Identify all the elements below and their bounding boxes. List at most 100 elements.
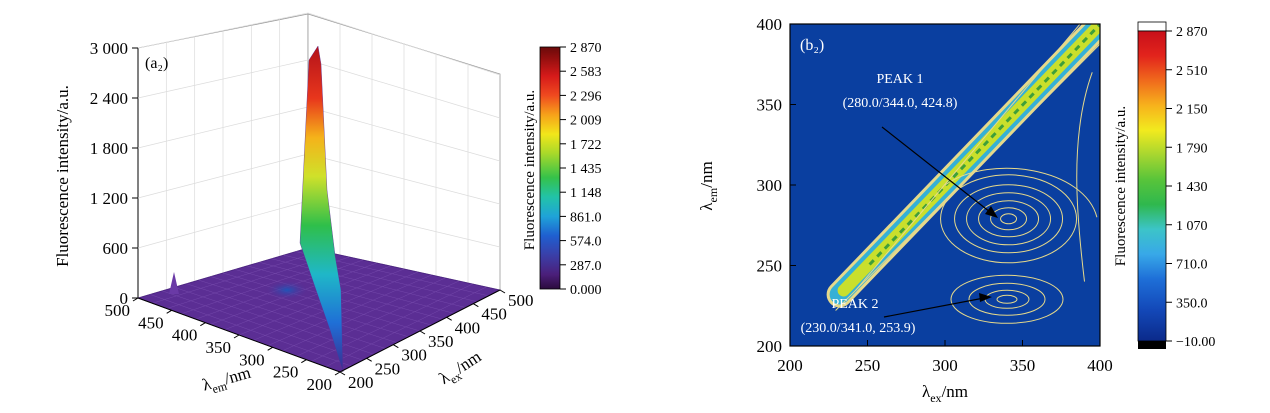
y-tick-label: 250 [757,257,783,276]
cbar-b-tick-label: −10.00 [1176,335,1215,350]
scatter-band [826,24,1100,308]
em-tick-label: 450 [138,313,164,332]
em-tick [334,371,341,376]
em-tick [166,309,172,314]
surface-minor-spike [169,272,179,294]
ex-tick-label: 450 [481,305,507,324]
contour-outer [944,167,1098,218]
ex-tick [339,371,346,376]
mesh-line [325,286,487,367]
panel-a-z-axis: 0 600 1 200 1 800 2 400 3 000 [90,39,138,308]
panel-a-em-axis: 500 450 400 350 300 250 200 [105,297,341,394]
contour-peak-2 [996,294,1018,304]
ex-tick [473,303,479,308]
cbar-a-tick-label: 861.0 [570,210,602,225]
contour-peak-1 [990,207,1028,231]
ex-tick-label: 250 [375,359,401,378]
ex-tick-label: 300 [401,346,427,365]
contour-peak-1 [978,200,1040,238]
cbar-a-tick-label: 574.0 [570,235,602,250]
ex-tick [446,316,452,321]
cbar-a-tick-label: 2 583 [570,65,602,80]
peak-1-coords: (280.0/344.0, 424.8) [843,96,958,111]
panel-b-axes: 200 250 300 350 400 200 250 300 350 400 [757,15,1113,375]
panel-a-ex-label: λex/nm [436,347,487,391]
panel-a-colorbar-label: Fluorescence intensity/a.u. [522,90,538,250]
panel-b-colorbar-ticks: 2 870 2 510 2 150 1 790 1 430 1 070 710.0 350.0… [1166,25,1215,350]
em-tick-label: 500 [105,301,131,320]
em-axis-line [137,297,341,373]
em-tick [301,359,307,364]
x-tick-label: 300 [932,356,958,375]
ex-tick [366,357,372,362]
contour-peak-2 [968,282,1046,316]
peak-1-arrowhead [985,206,998,218]
cbar-a-tick-label: 2 009 [570,114,602,129]
z-tick-label: 0 [120,289,129,308]
cbar-a-tick-label: 287.0 [570,259,602,274]
ex-tick-label: 500 [508,291,534,310]
panel-a-colorbar-ticks: 2 870 2 583 2 296 2 009 1 722 1 435 1 148 861.0… [560,41,602,298]
cbar-b-tick-label: 710.0 [1176,258,1208,273]
panel-b: 200 250 300 350 400 200 250 300 350 400 (b₂) PEAK… [697,15,1215,405]
panel-a-gridlines [137,12,501,299]
ex-tick [393,344,399,349]
cbar-a-tick-label: 1 148 [570,186,602,201]
ex-axis-line [339,289,501,373]
mesh-line [296,280,459,357]
panel-b-colorbar-label: Fluorescence intensity/a.u. [1113,106,1129,266]
y-tick-label: 300 [757,176,783,195]
mesh-line [247,265,443,320]
cbar-a-tick-label: 1 435 [570,162,602,177]
em-tick [233,334,240,339]
panel-a-label: (a₂) [145,55,168,72]
mesh-line [271,258,466,308]
em-tick-label: 400 [172,326,198,345]
x-tick-label: 400 [1087,356,1113,375]
cbar-b-tick-label: 2 510 [1176,64,1208,79]
y-tick-label: 200 [757,337,783,356]
contour-peak-2 [950,274,1064,324]
contour-peak-1 [954,184,1064,254]
cbar-b-tick-label: 350.0 [1176,296,1208,311]
panel-a-colorbar [539,46,561,290]
contour-band-lower [835,43,1100,311]
y-tick-label: 350 [757,96,783,115]
x-tick-label: 350 [1010,356,1036,375]
mesh-line [282,277,446,352]
panel-b-x-label: λex/nm [922,382,968,405]
cbar-b-tick-label: 2 150 [1176,103,1208,118]
panel-b-colorbar [1137,30,1167,342]
mesh-line [267,274,432,346]
cbar-a-tick-label: 2 870 [570,41,602,56]
em-tick [200,322,206,327]
mesh-line [259,262,455,314]
contour-band-upper [855,24,1081,291]
surface-scatter-ridge [299,45,344,373]
y-tick-label: 400 [757,15,783,34]
panel-b-colorbar-top [1137,21,1167,32]
em-tick [132,297,139,302]
cbar-b-tick-label: 2 870 [1176,25,1208,40]
ex-tick-label: 350 [428,332,454,351]
cbar-b-tick-label: 1 790 [1176,141,1208,156]
ex-tick [419,330,426,335]
panel-a-z-label: Fluorescence intensity/a.u. [53,85,72,267]
cbar-b-tick-label: 1 430 [1176,180,1208,195]
band-core [868,24,1100,266]
cbar-b-tick-label: 1 070 [1176,219,1208,234]
peak-2-label: PEAK 2 [831,297,878,312]
ex-tick-label: 200 [348,373,374,392]
contour-peak-1 [940,174,1078,264]
surface-peak-blob [265,280,309,300]
em-tick-label: 350 [206,338,232,357]
em-tick [267,346,273,351]
grid-line [137,12,309,49]
cbar-a-tick-label: 2 296 [570,89,602,104]
cbar-a-tick-label: 0.000 [570,283,602,298]
contour-peak-1 [1000,213,1018,225]
z-tick-label: 600 [103,239,129,258]
